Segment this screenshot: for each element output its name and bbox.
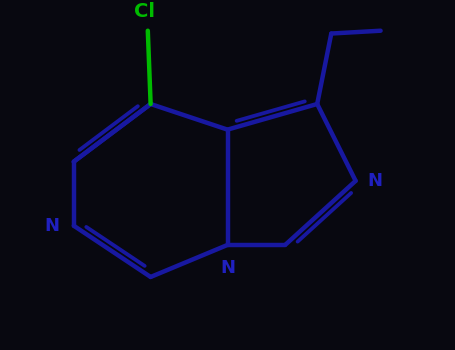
Text: N: N — [367, 172, 382, 190]
Text: N: N — [45, 217, 60, 235]
Text: Cl: Cl — [135, 2, 156, 21]
Text: N: N — [220, 259, 235, 277]
